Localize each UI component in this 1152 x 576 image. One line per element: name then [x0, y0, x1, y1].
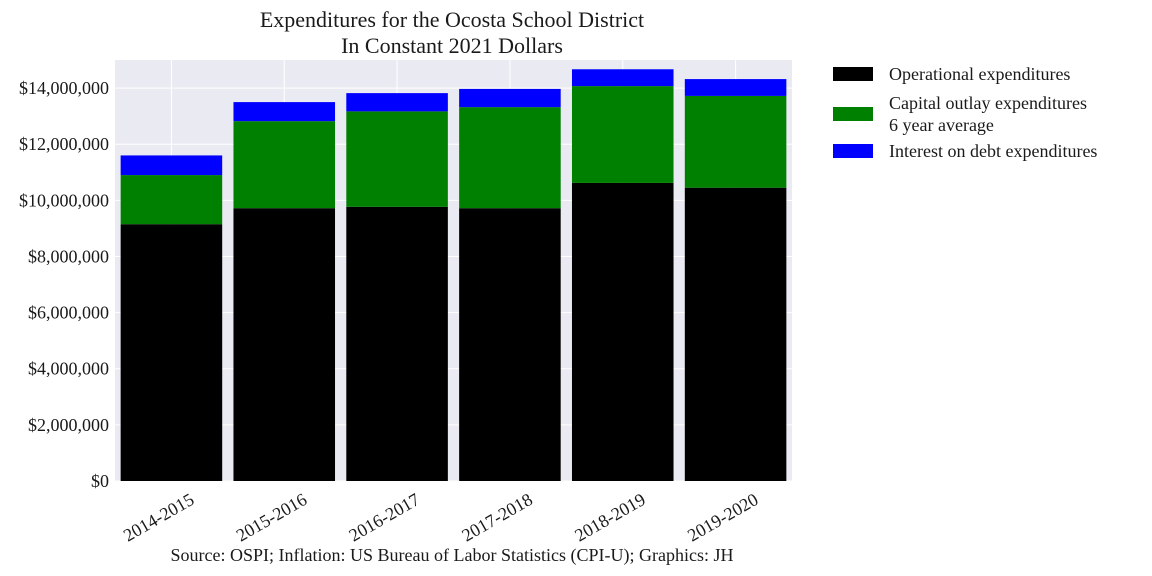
bar-interest-on-debt-2014-2015 [120, 155, 223, 176]
bar-interest-on-debt-2017-2018 [459, 88, 561, 108]
y-tick-label: $12,000,000 [19, 134, 109, 154]
bar-interest-on-debt-2015-2016 [233, 102, 336, 122]
x-tick-label: 2015-2016 [233, 489, 311, 545]
bar-capital-outlay-2016-2017 [346, 111, 448, 207]
bar-interest-on-debt-2016-2017 [346, 93, 448, 112]
bar-operational-2015-2016 [233, 208, 336, 481]
x-tick-label: 2017-2018 [458, 489, 536, 545]
source-annotation: Source: OSPI; Inflation: US Bureau of La… [171, 545, 734, 566]
bar-interest-on-debt-2018-2019 [571, 69, 674, 87]
bar-operational-2019-2020 [684, 187, 787, 481]
plot-area [115, 60, 792, 481]
x-tick-label: 2014-2015 [120, 489, 198, 545]
y-tick-label: $4,000,000 [28, 359, 109, 379]
bar-capital-outlay-2015-2016 [233, 121, 336, 209]
bar-interest-on-debt-2019-2020 [684, 79, 787, 96]
bar-capital-outlay-2017-2018 [459, 107, 561, 209]
y-tick-label: $10,000,000 [19, 190, 109, 210]
bar-capital-outlay-2014-2015 [120, 175, 223, 225]
bars [120, 69, 787, 481]
bar-operational-2016-2017 [346, 206, 448, 481]
legend-label: Operational expenditures [889, 64, 1070, 84]
bar-capital-outlay-2018-2019 [571, 86, 674, 183]
chart-title-line-2: In Constant 2021 Dollars [341, 33, 563, 58]
legend-label: 6 year average [889, 115, 994, 135]
bar-operational-2018-2019 [571, 182, 674, 481]
legend: Operational expenditures Capital outlay e… [833, 64, 1097, 161]
y-tick-label: $2,000,000 [28, 415, 109, 435]
x-tick-label: 2019-2020 [684, 489, 762, 545]
x-axis: 2014-2015 2015-2016 2016-2017 2017-2018 2018… [120, 489, 762, 545]
y-axis: $0 $2,000,000 $4,000,000 $6,000,000 $8,000,0… [19, 78, 109, 491]
x-tick-label: 2016-2017 [346, 489, 424, 545]
y-tick-label: $0 [91, 471, 109, 491]
bar-operational-2017-2018 [459, 208, 561, 481]
bar-capital-outlay-2019-2020 [684, 95, 787, 188]
x-tick-label: 2018-2019 [571, 489, 649, 545]
y-tick-label: $14,000,000 [19, 78, 109, 98]
legend-label: Capital outlay expenditures [889, 93, 1087, 113]
chart-title-line-1: Expenditures for the Ocosta School Distr… [260, 7, 644, 32]
legend-swatch [833, 107, 873, 121]
legend-label: Interest on debt expenditures [889, 141, 1097, 161]
y-tick-label: $8,000,000 [28, 246, 109, 266]
legend-swatch [833, 67, 873, 81]
y-tick-label: $6,000,000 [28, 303, 109, 323]
bar-operational-2014-2015 [120, 224, 223, 481]
legend-swatch [833, 144, 873, 158]
